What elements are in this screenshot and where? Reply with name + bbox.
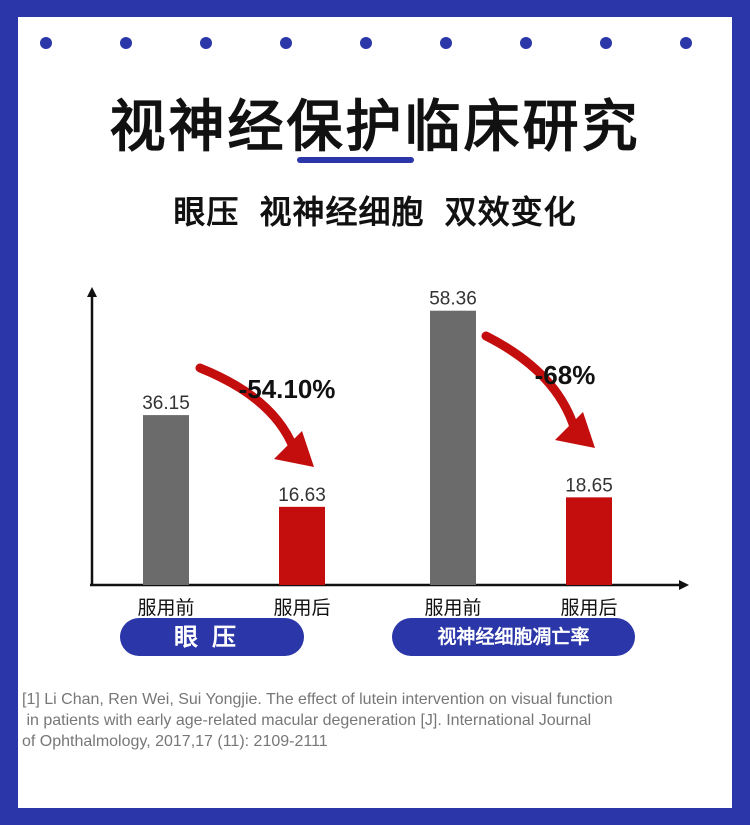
title-underline: [297, 157, 414, 163]
bar: [430, 310, 476, 585]
poster-card: [18, 17, 732, 808]
trend-arrow: [481, 331, 580, 435]
bar-value-label: 36.15: [142, 393, 190, 414]
bar: [143, 415, 189, 585]
dot-decoration: [440, 37, 452, 49]
bar-value-label: 16.63: [278, 485, 326, 506]
group-label-intraocular-pressure: 眼压: [120, 618, 304, 656]
change-label: -68%: [535, 360, 596, 390]
dot-decoration: [520, 37, 532, 49]
trend-arrow-head: [274, 431, 314, 467]
category-label: 服用前: [137, 597, 194, 619]
bar: [279, 506, 325, 585]
category-label: 服用前: [424, 597, 481, 619]
bar: [566, 497, 612, 585]
dot-decoration: [360, 37, 372, 49]
citation-line: of Ophthalmology, 2017,17 (11): 2109-211…: [22, 733, 328, 750]
citation: [1] Li Chan, Ren Wei, Sui Yongjie. The e…: [22, 689, 702, 752]
category-label: 服用后: [273, 597, 330, 619]
dot-decoration: [600, 37, 612, 49]
dot-decoration: [200, 37, 212, 49]
dot-decoration: [280, 37, 292, 49]
category-label: 服用后: [560, 597, 617, 619]
trend-arrow: [195, 363, 299, 454]
citation-line: [1] Li Chan, Ren Wei, Sui Yongjie. The e…: [22, 691, 613, 708]
page-title: 视神经保护临床研究: [109, 95, 641, 160]
dot-decoration: [120, 37, 132, 49]
dot-decoration: [680, 37, 692, 49]
trend-arrow-head: [555, 412, 595, 448]
change-label: -54.10%: [239, 374, 336, 404]
citation-line: in patients with early age-related macul…: [22, 712, 592, 729]
bar-value-label: 18.65: [565, 475, 613, 496]
bar-value-label: 58.36: [429, 289, 477, 310]
group-label-optic-nerve-apoptosis: 视神经细胞凋亡率: [392, 618, 635, 656]
page-subtitle: 眼压 视神经细胞 双效变化: [173, 193, 577, 231]
dot-decoration: [40, 37, 52, 49]
